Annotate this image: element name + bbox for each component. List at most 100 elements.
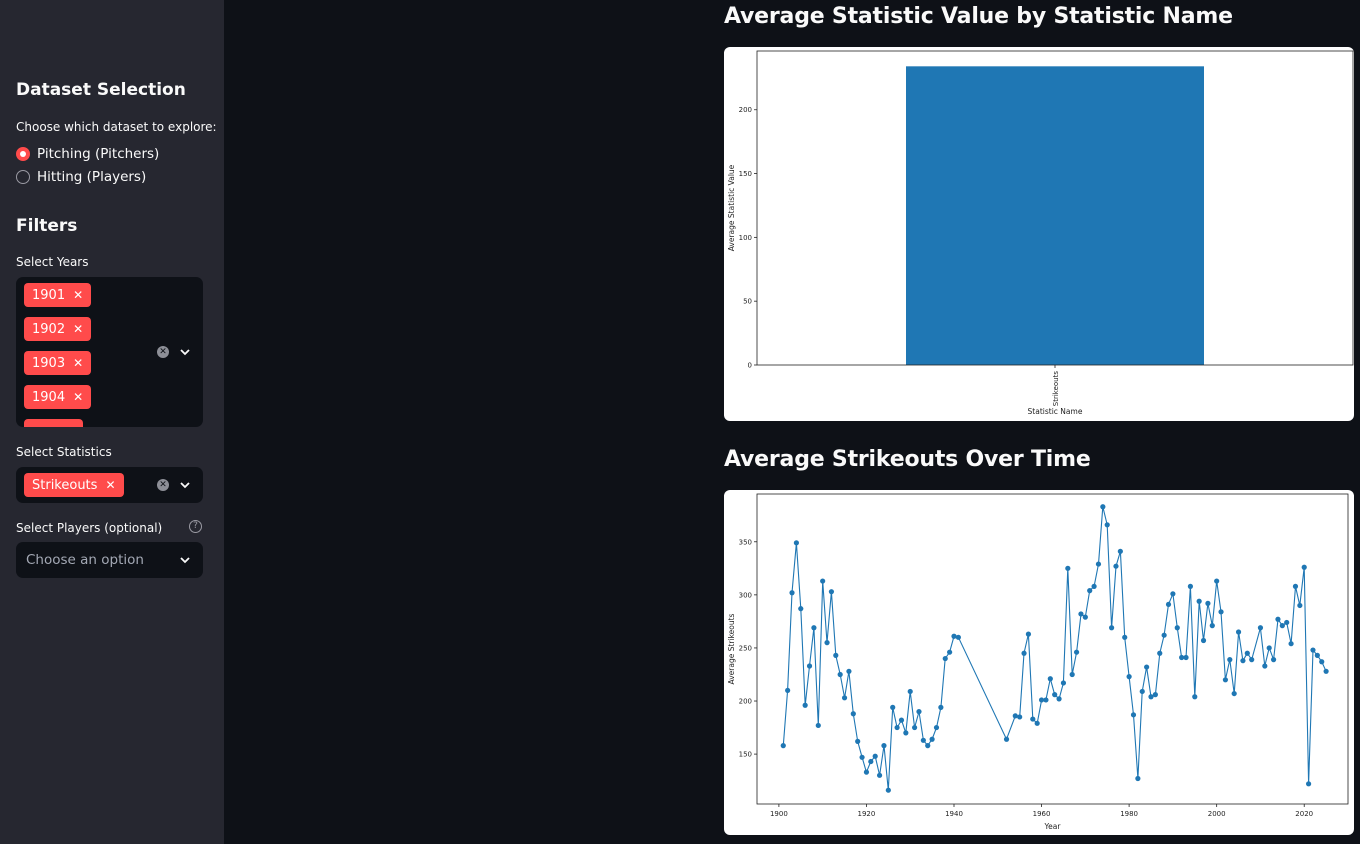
data-point (1262, 663, 1268, 669)
data-point (1130, 712, 1137, 718)
data-point (1170, 591, 1176, 597)
clear-all-icon[interactable]: ✕ (157, 479, 169, 491)
data-point (1100, 504, 1106, 510)
data-point (1244, 650, 1250, 656)
data-point (1292, 583, 1299, 589)
data-point (1279, 623, 1285, 629)
chevron-down-icon[interactable] (179, 554, 191, 566)
statistics-multiselect[interactable]: Strikeouts ✕ ✕ (16, 467, 203, 503)
plot-frame (756, 50, 1354, 366)
year-tag[interactable]: 1903 ✕ (24, 351, 92, 375)
x-tick-label: 2000 (1208, 810, 1226, 818)
y-tick-label: 200 (739, 698, 752, 706)
y-tick-label: 150 (739, 170, 752, 178)
data-point (1297, 602, 1303, 609)
data-point (846, 668, 852, 674)
data-point (1056, 696, 1062, 702)
data-point (929, 736, 935, 742)
data-point (898, 717, 905, 723)
data-point (1017, 714, 1023, 720)
remove-tag-icon[interactable]: ✕ (73, 356, 84, 370)
data-point (1122, 634, 1128, 640)
data-point (1144, 664, 1150, 670)
data-point (824, 640, 830, 646)
statistic-tag-label: Strikeouts (32, 477, 98, 493)
data-point (1310, 647, 1316, 653)
players-select[interactable]: Choose an option (16, 542, 203, 578)
data-point (1266, 645, 1272, 651)
clear-all-icon[interactable]: ✕ (157, 346, 169, 358)
data-point (1270, 657, 1277, 663)
radio-hitting[interactable]: Hitting (Players) (16, 169, 146, 185)
data-point (1319, 659, 1325, 665)
radio-unselected-icon (16, 170, 30, 184)
data-point (903, 730, 909, 736)
remove-tag-icon[interactable]: ✕ (73, 288, 84, 302)
data-point (1043, 697, 1049, 703)
data-point (1095, 561, 1102, 567)
series-line (782, 506, 1327, 791)
data-point (1047, 676, 1053, 682)
filters-heading: Filters (16, 216, 78, 236)
x-axis-label: Statistic Name (1028, 407, 1083, 416)
data-point (1003, 736, 1010, 742)
chart2-title: Average Strikeouts Over Time (724, 447, 1091, 472)
x-tick-label: 1940 (945, 810, 963, 818)
remove-tag-icon[interactable]: ✕ (73, 390, 84, 404)
radio-pitching[interactable]: Pitching (Pitchers) (16, 146, 159, 162)
data-point (1109, 625, 1115, 631)
data-point (1126, 674, 1132, 680)
data-point (1174, 625, 1180, 631)
year-tag-label: 1904 (32, 389, 66, 405)
radio-hitting-label: Hitting (Players) (37, 169, 147, 185)
data-point (1087, 588, 1093, 594)
data-point (955, 634, 961, 640)
y-tick-label: 0 (748, 362, 752, 370)
x-tick-label: 1920 (858, 810, 876, 818)
year-tag[interactable]: 1902 ✕ (24, 317, 92, 341)
remove-tag-icon[interactable]: ✕ (105, 478, 116, 492)
dataset-prompt-label: Choose which dataset to explore: (16, 120, 217, 134)
data-point (1021, 650, 1027, 656)
data-point (1025, 631, 1032, 637)
data-point (1179, 654, 1185, 661)
data-point (841, 695, 848, 701)
data-point (1200, 637, 1207, 644)
bar-chart-card: Strikeouts 0 50 100 150 200 Statistic Name Aver… (724, 47, 1354, 421)
data-point (1187, 583, 1193, 589)
data-point (951, 633, 957, 639)
data-point (872, 753, 878, 759)
data-point (1196, 598, 1202, 604)
data-point (1078, 611, 1084, 617)
data-point (1240, 658, 1246, 664)
dataset-selection-heading: Dataset Selection (16, 80, 186, 100)
y-tick-label: 150 (739, 751, 752, 759)
y-tick-label: 200 (739, 106, 752, 114)
data-point (1152, 692, 1158, 698)
data-point (806, 663, 813, 669)
data-point (1052, 692, 1058, 698)
data-point (793, 540, 799, 546)
data-point (1012, 713, 1018, 719)
statistic-tag[interactable]: Strikeouts ✕ (24, 473, 124, 497)
data-point (868, 758, 874, 765)
chevron-down-icon[interactable] (179, 346, 191, 358)
years-multiselect[interactable]: 1901 ✕ 1902 ✕ 1903 ✕ 1904 ✕ ✕ (16, 277, 203, 427)
radio-selected-icon (16, 147, 30, 161)
data-point (1209, 623, 1215, 629)
x-tick-label: 1980 (1120, 810, 1138, 818)
select-years-label: Select Years (16, 255, 89, 269)
y-tick-label: 50 (743, 298, 752, 306)
data-point (1222, 677, 1229, 683)
data-point (863, 769, 870, 775)
year-tag[interactable]: 1901 ✕ (24, 283, 92, 307)
data-point (1284, 619, 1290, 626)
select-statistics-label: Select Statistics (16, 445, 112, 459)
data-point (1139, 688, 1145, 695)
data-point (947, 649, 953, 655)
data-point (894, 724, 900, 731)
remove-tag-icon[interactable]: ✕ (73, 322, 84, 336)
year-tag[interactable]: 1904 ✕ (24, 385, 92, 409)
help-icon[interactable]: ? (189, 520, 202, 533)
chevron-down-icon[interactable] (179, 479, 191, 491)
